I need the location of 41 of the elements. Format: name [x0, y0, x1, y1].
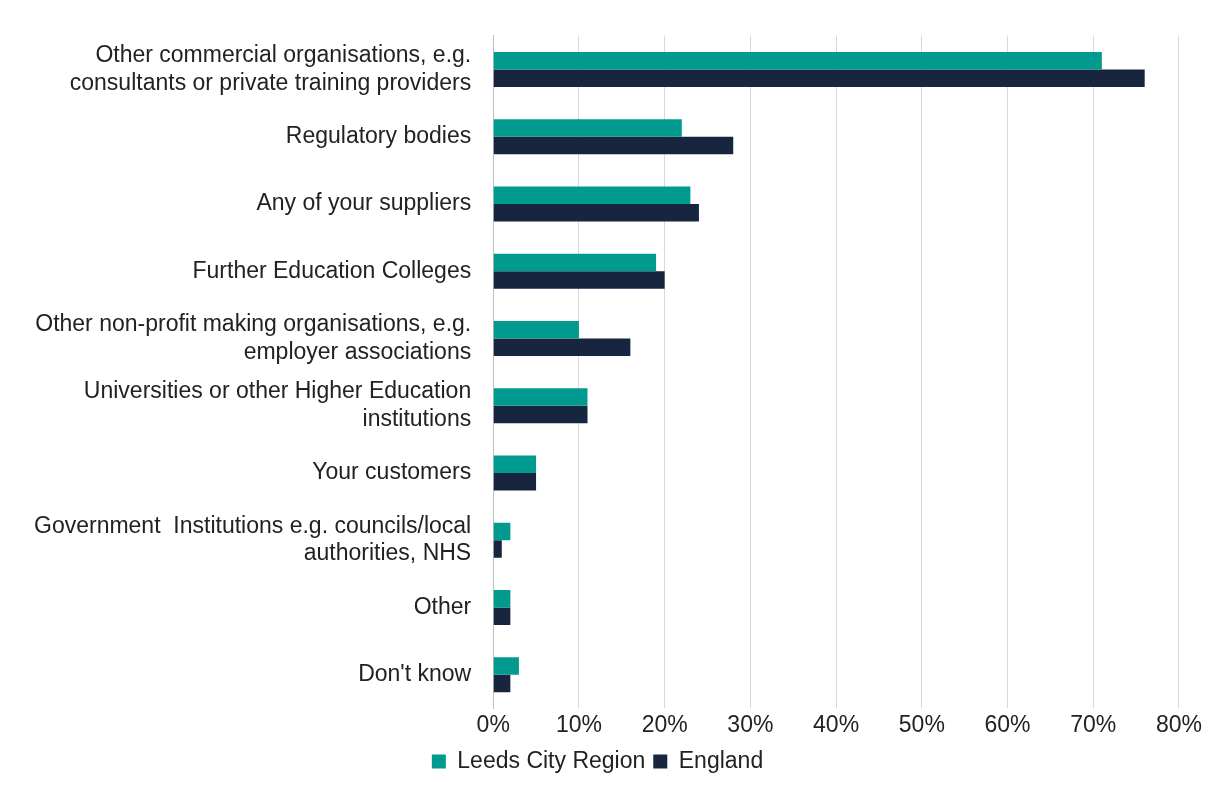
bar	[493, 119, 682, 137]
x-tick-label: 0%	[476, 710, 510, 737]
bar	[493, 271, 665, 289]
x-tick-label: 50%	[898, 710, 945, 737]
bar	[493, 674, 511, 693]
y-tick-label: Other non-profit making organisations, e.g. employer associations	[35, 310, 472, 364]
y-tick-label: Your customers	[312, 458, 472, 485]
y-tick-label: Regulatory bodies	[285, 122, 472, 149]
bar	[493, 320, 579, 339]
bar	[493, 607, 511, 625]
y-tick-label: Government Institutions e.g. councils/local authorities, NHS	[33, 511, 472, 566]
x-tick-label: 80%	[1155, 710, 1203, 737]
bar	[493, 203, 699, 222]
bar	[493, 253, 657, 272]
y-tick-label: Universities or other Higher Education institutions	[83, 377, 472, 431]
legend-label: Leeds City Region	[457, 746, 646, 773]
bar	[493, 338, 631, 356]
bar	[493, 657, 519, 675]
y-tick-label: Don't know	[358, 660, 472, 687]
bar	[493, 388, 588, 406]
x-tick-label: 60%	[984, 710, 1031, 737]
bar	[493, 186, 691, 204]
x-tick-label: 20%	[641, 710, 688, 737]
x-tick-label: 30%	[727, 710, 774, 737]
bar	[493, 69, 1145, 87]
bar	[493, 51, 1102, 70]
bar	[493, 405, 588, 424]
y-tick-label: Further Education Colleges	[192, 256, 472, 283]
bar	[493, 472, 537, 491]
x-tick-label: 10%	[555, 710, 602, 737]
bar	[493, 590, 511, 608]
x-tick-label: 70%	[1070, 710, 1117, 737]
y-tick-label: Other	[413, 592, 472, 619]
legend-label: England	[678, 746, 764, 773]
y-tick-label: Any of your suppliers	[256, 189, 472, 216]
x-tick-label: 40%	[813, 710, 860, 737]
bar	[493, 136, 734, 155]
bar	[493, 540, 502, 558]
bar	[493, 522, 511, 541]
bar	[493, 455, 537, 473]
y-tick-label: Other commercial organisations, e.g. consultants or private training providers	[69, 40, 472, 95]
